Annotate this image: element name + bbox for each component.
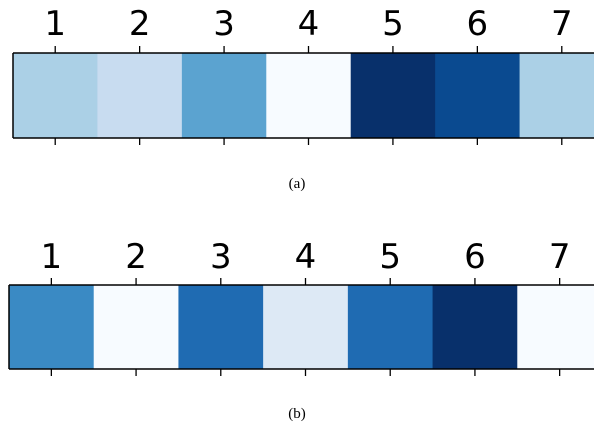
tick-label: 6 [467, 4, 489, 44]
heatmap-cell-b-6 [432, 285, 518, 369]
panel-caption: (b) [288, 406, 306, 422]
tick-label: 3 [210, 237, 232, 277]
tick-label: 5 [382, 4, 404, 44]
tick-label: 3 [213, 4, 235, 44]
tick-label: 6 [464, 237, 486, 277]
tick-label: 4 [295, 237, 317, 277]
tick-label: 1 [41, 237, 63, 277]
tick-label: 2 [129, 4, 151, 44]
heatmap-panel-b: 1 2 3 4 5 6 7 (b) [8, 237, 594, 422]
tick-label: 1 [44, 4, 66, 44]
heatmap-cell-a-1 [13, 53, 98, 138]
heatmap-cell-b-7 [517, 285, 594, 369]
heatmap-cell-a-3 [181, 53, 267, 138]
panel-caption: (a) [289, 176, 306, 192]
tick-label: 7 [549, 237, 571, 277]
heatmap-cell-b-4 [263, 285, 349, 369]
heatmap-cell-a-6 [435, 53, 521, 138]
heatmap-cell-b-2 [93, 285, 179, 369]
heatmap-cell-a-4 [266, 53, 352, 138]
tick-label: 7 [551, 4, 573, 44]
tick-label: 2 [125, 237, 147, 277]
heatmap-cell-b-5 [347, 285, 434, 369]
heatmap-cell-a-7 [519, 53, 594, 138]
heatmap-cell-a-2 [97, 53, 183, 138]
heatmap-cell-a-5 [350, 53, 436, 138]
tick-label: 4 [298, 4, 320, 44]
heatmap-cell-b-3 [178, 285, 264, 369]
heatmap-cell-b-1 [9, 285, 95, 369]
heatmap-panel-a: 1 2 3 4 5 6 7 (a) [12, 4, 594, 192]
tick-label: 5 [379, 237, 401, 277]
